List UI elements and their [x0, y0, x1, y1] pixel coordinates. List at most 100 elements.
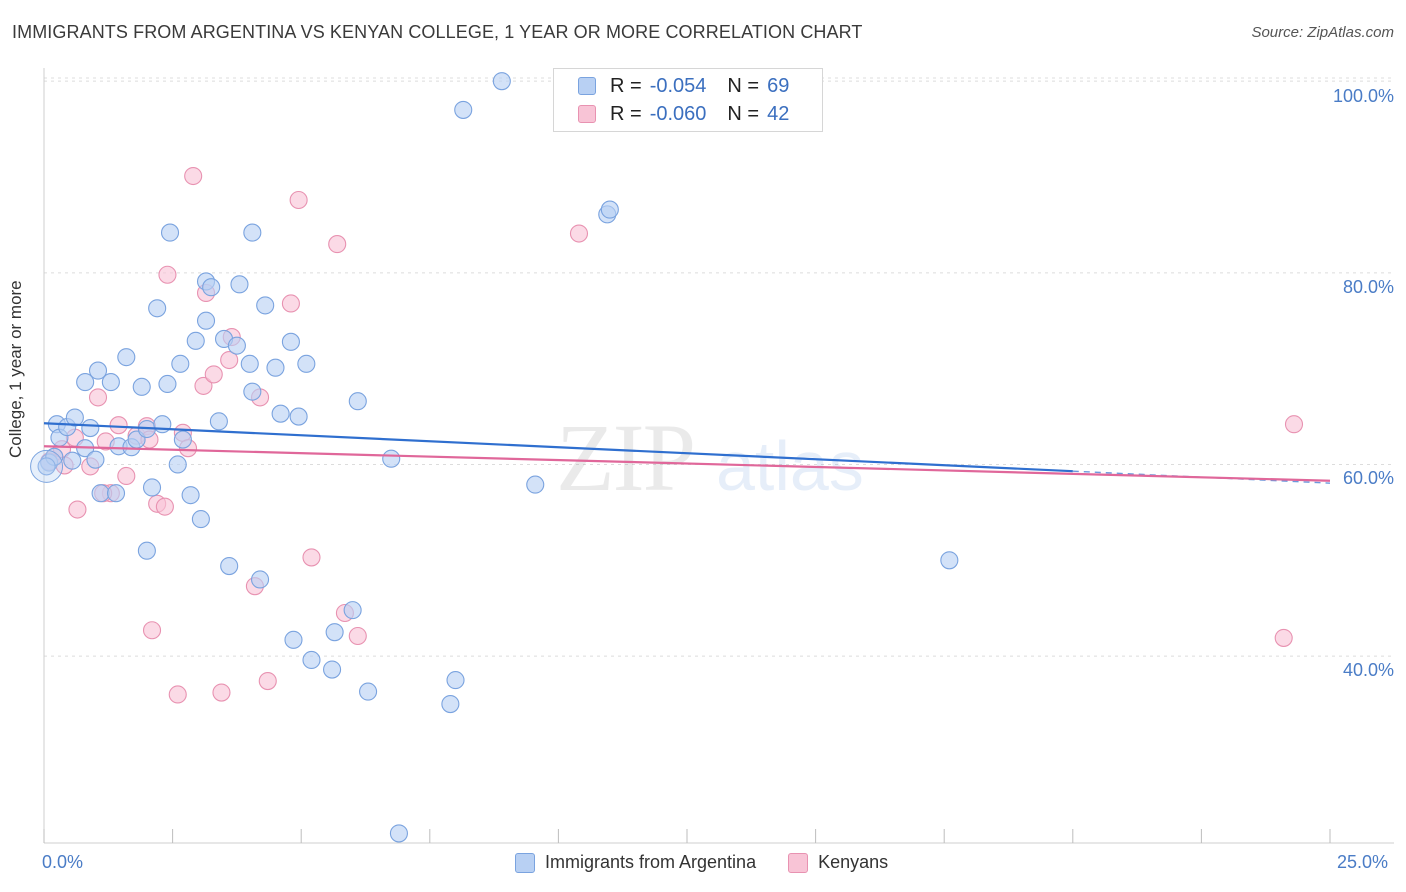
- legend-swatch-pink: [578, 105, 596, 123]
- data-point: [155, 497, 174, 516]
- data-point: [258, 672, 277, 691]
- watermark: ZIP atlas: [556, 404, 864, 511]
- legend-n-label: N =: [727, 74, 760, 97]
- y-tick-label-60: 60.0%: [1342, 468, 1394, 488]
- data-point: [220, 350, 239, 370]
- watermark-zip: ZIP: [556, 404, 694, 511]
- trend-line-kenyans: [43, 445, 1331, 482]
- data-point: [325, 623, 344, 642]
- data-point: [212, 683, 231, 702]
- data-point: [526, 475, 545, 494]
- data-point: [441, 694, 460, 714]
- data-point: [173, 430, 192, 449]
- data-point: [142, 478, 162, 497]
- data-point: [132, 377, 151, 396]
- data-point: [266, 358, 285, 377]
- data-point: [328, 235, 347, 254]
- data-point: [281, 332, 300, 351]
- legend-swatch-blue: [578, 77, 596, 95]
- data-point: [117, 348, 136, 367]
- data-point: [209, 412, 228, 431]
- data-point: [88, 361, 108, 380]
- data-point: [446, 671, 465, 690]
- data-point: [101, 373, 120, 392]
- y-axis-label: College, 1 year or more: [6, 280, 25, 458]
- x-tick-label-min: 0.0%: [42, 852, 84, 872]
- data-point: [284, 630, 303, 649]
- argentina-points: [30, 72, 959, 843]
- data-point: [148, 299, 167, 318]
- data-point: [492, 72, 511, 91]
- data-point: [168, 685, 187, 704]
- data-point: [348, 626, 367, 646]
- data-point: [65, 408, 84, 427]
- data-point: [348, 392, 367, 411]
- data-point: [191, 510, 210, 529]
- data-point: [302, 548, 321, 567]
- data-point: [243, 382, 262, 401]
- data-point: [250, 570, 270, 589]
- data-point: [81, 419, 100, 438]
- y-tick-label-80: 80.0%: [1342, 277, 1394, 297]
- data-point: [196, 311, 216, 330]
- data-point: [106, 484, 126, 503]
- data-point: [86, 450, 105, 469]
- data-point: [117, 466, 136, 486]
- chart-title: IMMIGRANTS FROM ARGENTINA VS KENYAN COLL…: [12, 22, 863, 42]
- data-point: [289, 190, 308, 210]
- data-point: [1284, 415, 1304, 434]
- data-point: [382, 449, 401, 468]
- legend-r-label: R =: [610, 74, 642, 97]
- legend-label-argentina: Immigrants from Argentina: [545, 852, 757, 872]
- y-tick-label-100: 100.0%: [1332, 86, 1394, 106]
- legend-row-argentina: R = -0.054 N = 69: [578, 74, 792, 98]
- data-point: [186, 331, 205, 350]
- data-point: [142, 621, 162, 640]
- data-point: [76, 373, 95, 392]
- legend-n-value: 69: [767, 74, 790, 97]
- data-point: [181, 486, 200, 505]
- legend-label-kenyans: Kenyans: [818, 852, 889, 872]
- data-point: [289, 407, 308, 426]
- data-point: [68, 500, 87, 519]
- data-point: [168, 455, 187, 474]
- legend-r-label: R =: [610, 102, 642, 125]
- legend-row-kenyans: R = -0.060 N = 42: [578, 102, 792, 126]
- data-point: [171, 354, 190, 373]
- data-point: [297, 354, 316, 373]
- data-point: [158, 374, 177, 394]
- legend-item-argentina[interactable]: Immigrants from Argentina: [515, 852, 756, 873]
- data-point: [600, 200, 619, 219]
- data-point: [184, 166, 203, 186]
- trend-line-argentina-extension: [1072, 470, 1331, 484]
- data-point: [240, 354, 259, 373]
- data-point: [256, 296, 275, 315]
- data-point: [63, 451, 82, 470]
- correlation-legend: R = -0.054 N = 69 R = -0.060 N = 42: [553, 68, 823, 132]
- data-point: [454, 100, 473, 119]
- data-point: [91, 484, 110, 503]
- data-point: [271, 404, 290, 423]
- legend-r-value: -0.054: [649, 74, 707, 97]
- series-legend: Immigrants from Argentina Kenyans: [515, 852, 920, 873]
- data-point: [204, 365, 223, 384]
- legend-swatch-pink: [788, 852, 809, 873]
- data-point: [1274, 628, 1293, 647]
- data-point: [88, 388, 108, 407]
- trend-line-argentina: [43, 422, 1073, 473]
- data-point: [202, 278, 221, 297]
- data-point: [323, 660, 342, 679]
- trend-lines: [43, 422, 1331, 484]
- data-point: [343, 601, 362, 620]
- data-point: [281, 294, 300, 313]
- data-point: [109, 416, 128, 435]
- data-point: [37, 457, 56, 476]
- legend-item-kenyans[interactable]: Kenyans: [788, 852, 888, 873]
- data-point: [302, 650, 321, 670]
- data-point-cluster: [30, 449, 64, 483]
- y-tick-label-40: 40.0%: [1342, 660, 1394, 680]
- data-point: [153, 415, 172, 434]
- data-point: [389, 824, 408, 843]
- data-point: [230, 275, 249, 294]
- data-point: [137, 541, 156, 560]
